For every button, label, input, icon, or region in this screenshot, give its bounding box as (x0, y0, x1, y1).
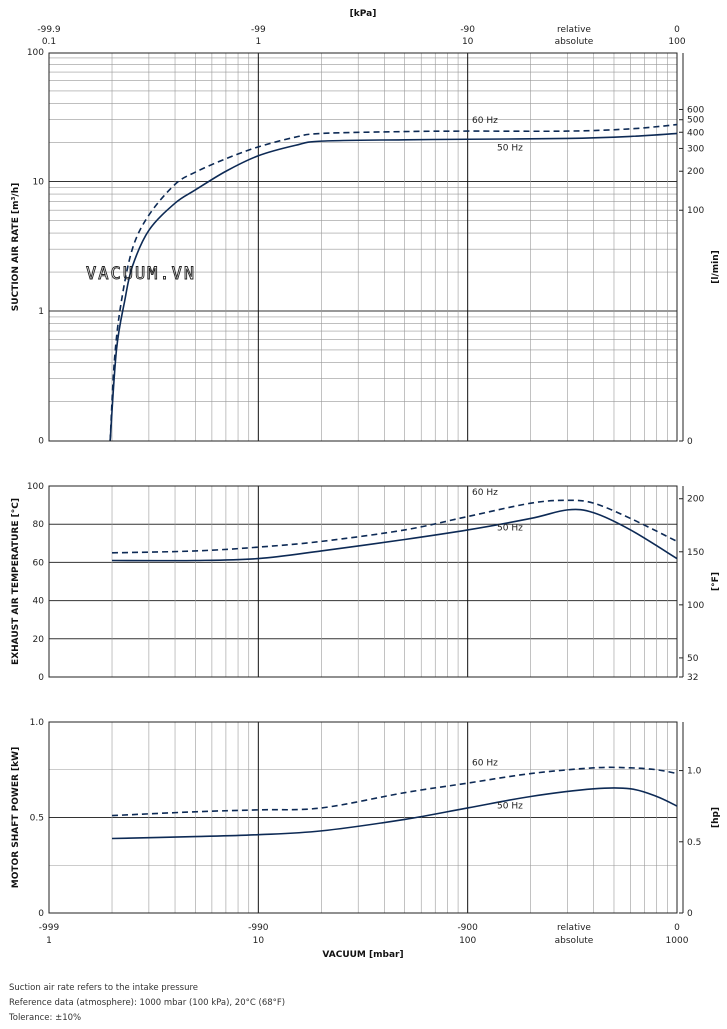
series-line-50hz (112, 508, 678, 562)
y2-tick-label: 600 (687, 105, 704, 115)
y2-tick-label: 0 (687, 437, 693, 447)
bottom-tick-relative: -900 (457, 923, 478, 933)
top-tick-absolute: 0.1 (42, 37, 56, 47)
y2-tick-label: 32 (687, 673, 698, 683)
bottom-tick-absolute: 100 (459, 936, 476, 946)
y-tick-label: 60 (33, 558, 45, 568)
series-line-60hz (111, 766, 678, 817)
y-tick-label: 0 (38, 437, 44, 447)
watermark-logo: VACUUM.VN (86, 264, 196, 284)
series-label: 50 Hz (497, 143, 523, 153)
y2-tick-label: 200 (687, 495, 704, 505)
top-tick-relative: -99 (251, 25, 266, 35)
y2-axis-title: [°F] (711, 572, 721, 591)
bottom-scale-relative: relative (557, 923, 591, 933)
y-axis-title: SUCTION AIR RATE [m³/h] (11, 183, 21, 311)
y2-tick-label: 500 (687, 116, 704, 126)
y-tick-label: 100 (27, 48, 44, 58)
bottom-tick-relative: 0 (674, 923, 680, 933)
series-label: 50 Hz (497, 801, 523, 811)
top-tick-relative: -99.9 (37, 25, 61, 35)
y2-tick-label: 1.0 (687, 767, 702, 777)
top-tick-relative: 0 (674, 25, 680, 35)
series-label: 60 Hz (472, 759, 498, 769)
bottom-tick-relative: -999 (39, 923, 60, 933)
series-line-60hz (111, 499, 678, 554)
bottom-tick-absolute: 1000 (666, 936, 689, 946)
y-tick-label: 1.0 (30, 718, 45, 728)
y2-tick-label: 300 (687, 144, 704, 154)
y-axis-title: EXHAUST AIR TEMPERATURE [°C] (11, 498, 21, 665)
plot-frame (48, 485, 678, 678)
x-axis-title: VACUUM [mbar] (322, 950, 403, 960)
top-tick-relative: -90 (460, 25, 475, 35)
y2-tick-label: 100 (687, 206, 704, 216)
series-label: 50 Hz (497, 523, 523, 533)
series-line-50hz (109, 132, 678, 441)
series-line-50hz (111, 787, 678, 840)
series-line-60hz (109, 123, 678, 441)
top-tick-absolute: 1 (255, 37, 261, 47)
plot-frame (48, 721, 678, 914)
top-scale-absolute: absolute (555, 37, 594, 47)
y2-tick-label: 400 (687, 128, 704, 138)
y2-axis-title: [hp] (711, 807, 721, 828)
y2-tick-label: 100 (687, 601, 704, 611)
y2-tick-label: 200 (687, 167, 704, 177)
series-label: 60 Hz (472, 116, 498, 126)
y2-tick-label: 150 (687, 548, 704, 558)
y-tick-label: 0.5 (30, 814, 44, 824)
bottom-tick-absolute: 10 (253, 936, 265, 946)
y-tick-label: 1 (38, 307, 44, 317)
top-tick-absolute: 100 (668, 37, 685, 47)
y-tick-label: 40 (33, 597, 45, 607)
y-tick-label: 10 (33, 178, 45, 188)
plot-frame (48, 52, 678, 442)
y-tick-label: 0 (38, 673, 44, 683)
y-tick-label: 20 (33, 635, 45, 645)
series-label: 60 Hz (472, 488, 498, 498)
y-tick-label: 0 (38, 909, 44, 919)
bottom-tick-absolute: 1 (46, 936, 52, 946)
top-scale-relative: relative (557, 25, 591, 35)
y-tick-label: 100 (27, 482, 44, 492)
y2-tick-label: 0 (687, 909, 693, 919)
y-tick-label: 80 (33, 520, 45, 530)
top-tick-absolute: 10 (462, 37, 474, 47)
footnote-2: Reference data (atmosphere): 1000 mbar (… (9, 998, 286, 1008)
bottom-scale-absolute: absolute (555, 936, 594, 946)
bottom-tick-relative: -990 (248, 923, 269, 933)
y2-axis-title: [l/min] (711, 250, 721, 283)
y-axis-title: MOTOR SHAFT POWER [kW] (11, 747, 21, 888)
footnote-1: Suction air rate refers to the intake pr… (9, 983, 199, 993)
footnote-3: Tolerance: ±10% (9, 1013, 82, 1023)
top-axis-title: [kPa] (350, 9, 377, 19)
y2-tick-label: 0.5 (687, 838, 701, 848)
y2-tick-label: 50 (687, 654, 699, 664)
